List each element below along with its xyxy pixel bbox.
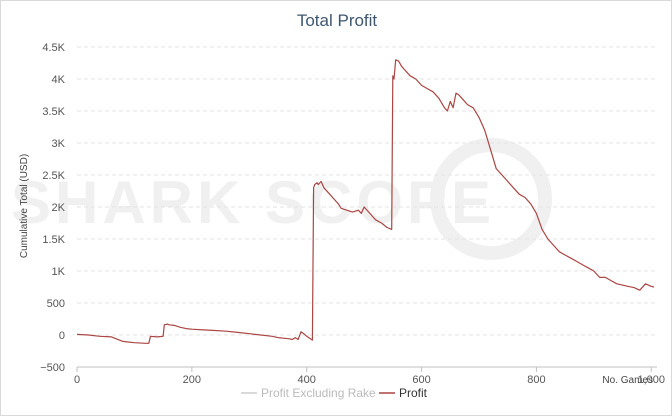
legend-item-1[interactable]: Profit — [379, 386, 428, 400]
chart-title: Total Profit — [297, 11, 378, 30]
y-tick-label: 4K — [52, 74, 66, 86]
x-tick-label: 0 — [74, 374, 80, 386]
axis-ticks: −500 0 500 1K 1.5K 2K 2.5K 3K 3.5K 4K 4.5K 0 200 400 6… — [40, 42, 665, 386]
legend: Profit Excluding Rake Profit — [241, 386, 428, 400]
y-tick-label: 1.5K — [42, 234, 65, 246]
watermark-text: SHARK SCOPE — [11, 169, 495, 236]
y-tick-label: 500 — [47, 298, 65, 310]
x-tick-label: 400 — [298, 374, 316, 386]
grid — [77, 46, 657, 368]
y-tick-label: 2K — [52, 202, 66, 214]
x-tick-label: 600 — [412, 374, 430, 386]
y-tick-label: 4.5K — [42, 42, 65, 54]
series-line-1 — [76, 59, 655, 344]
y-tick-label: 1K — [52, 266, 66, 278]
y-tick-label: 3.5K — [42, 106, 65, 118]
x-tick-label: 200 — [183, 374, 201, 386]
legend-label: Profit Excluding Rake — [261, 386, 376, 400]
series-lines — [76, 59, 655, 344]
y-tick-label: 3K — [52, 138, 66, 150]
legend-label: Profit — [399, 386, 428, 400]
y-tick-label: −500 — [40, 362, 65, 374]
y-axis-label: Cumulative Total (USD) — [19, 154, 30, 258]
watermark-scope-icon — [430, 138, 552, 260]
x-tick-label: 1,000 — [637, 374, 665, 386]
y-tick-label: 2.5K — [42, 170, 65, 182]
legend-item-0[interactable]: Profit Excluding Rake — [241, 386, 376, 400]
y-tick-label: 0 — [59, 330, 65, 342]
x-tick-label: 800 — [527, 374, 545, 386]
x-axis-label: No. Games — [602, 375, 653, 386]
